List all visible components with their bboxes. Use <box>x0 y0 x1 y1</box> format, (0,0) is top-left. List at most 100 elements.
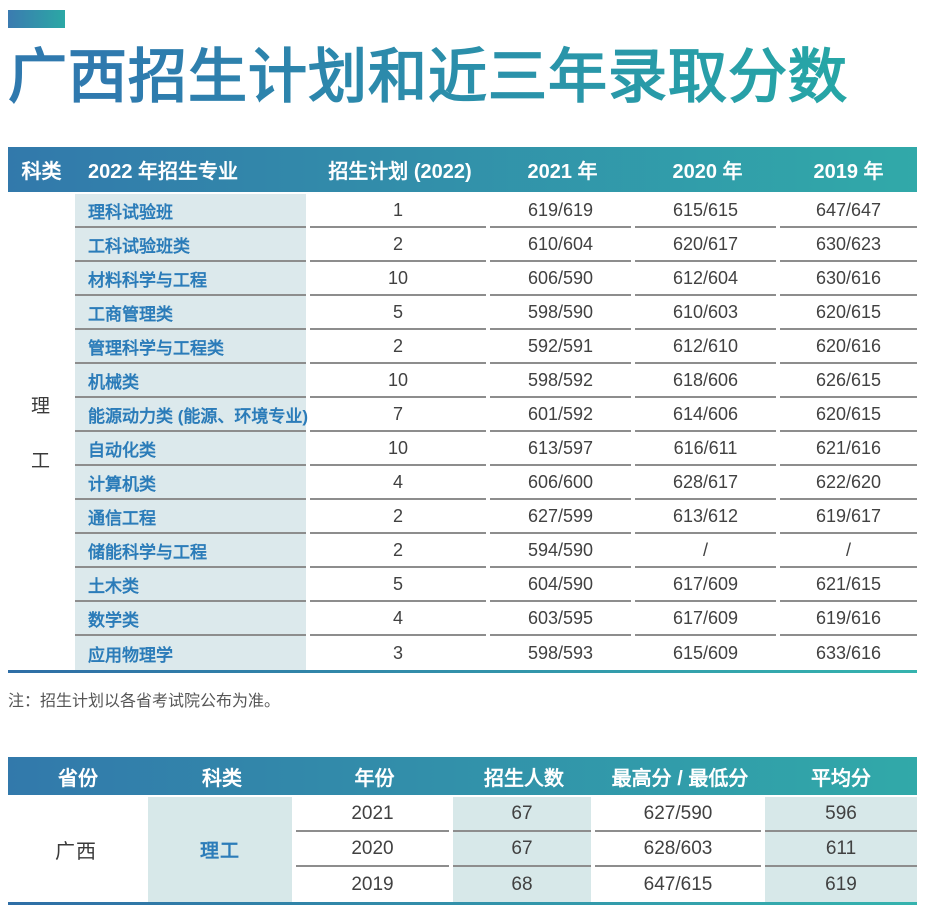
score-2020-cell: 612/604 <box>635 262 776 297</box>
table2-header-province: 省份 <box>58 767 98 790</box>
table2-header-average: 平均分 <box>811 767 871 790</box>
average-cell: 611 <box>765 832 917 868</box>
table2-header-year: 年份 <box>354 767 395 790</box>
table2-header-count: 招生人数 <box>484 767 564 790</box>
score-2021-cell: 613/597 <box>490 432 631 467</box>
table2-header-range: 最高分 / 最低分 <box>611 767 749 790</box>
average-cell: 596 <box>765 797 917 833</box>
plan-cell: 10 <box>310 432 486 467</box>
table1-header-row: 科类 2022 年招生专业 招生计划 (2022) 2021 年 2020 年 … <box>8 147 917 193</box>
score-2019-cell: 621/616 <box>780 432 917 467</box>
table2-body: 广西 理工 2021 67 627/590 596 2020 67 628/60… <box>8 797 917 903</box>
page-title: 广西招生计划和近三年录取分数 <box>8 44 925 110</box>
table1-bottom-border <box>8 670 917 674</box>
major-cell: 计算机类 <box>75 466 306 501</box>
table-row: 理科试验班 1 619/619 615/615 647/647 <box>75 194 917 229</box>
table-row: 材料科学与工程 10 606/590 612/604 630/616 <box>75 262 917 297</box>
table1-header-2019: 2019 年 <box>813 161 884 184</box>
plan-cell: 2 <box>310 228 486 263</box>
table1-body: 理 工 理科试验班 1 619/619 615/615 647/647 工科试验… <box>8 194 917 671</box>
score-2020-cell: 616/611 <box>635 432 776 467</box>
year-cell: 2021 <box>296 797 449 833</box>
table-row: 工商管理类 5 598/590 610/603 620/615 <box>75 296 917 331</box>
score-2021-cell: 598/592 <box>490 364 631 399</box>
score-2019-cell: 621/615 <box>780 568 917 603</box>
category-char: 理 <box>30 396 52 418</box>
score-2019-cell: 620/616 <box>780 330 917 365</box>
table-row: 计算机类 4 606/600 628/617 622/620 <box>75 466 917 501</box>
footnote: 注：招生计划以各省考试院公布为准。 <box>8 693 281 711</box>
major-cell: 机械类 <box>75 364 306 399</box>
major-cell: 通信工程 <box>75 500 306 535</box>
plan-cell: 7 <box>310 398 486 433</box>
table-row: 2020 67 628/603 611 <box>296 832 917 868</box>
table-row: 通信工程 2 627/599 613/612 619/617 <box>75 500 917 535</box>
count-cell: 67 <box>453 832 591 868</box>
table-row: 管理科学与工程类 2 592/591 612/610 620/616 <box>75 330 917 365</box>
major-cell: 工科试验班类 <box>75 228 306 263</box>
average-cell: 619 <box>765 867 917 903</box>
province-merged-cell: 广西 <box>55 841 97 864</box>
score-2019-cell: 620/615 <box>780 296 917 331</box>
plan-cell: 10 <box>310 364 486 399</box>
table2-bottom-border <box>8 902 917 906</box>
year-cell: 2019 <box>351 873 394 895</box>
score-2019-cell: 633/616 <box>815 642 882 663</box>
score-2021-cell: 594/590 <box>490 534 631 569</box>
score-2019-cell: / <box>780 534 917 569</box>
page: 广西招生计划和近三年录取分数 科类 2022 年招生专业 招生计划 (2022)… <box>0 10 925 921</box>
plan-cell: 2 <box>310 500 486 535</box>
major-cell: 应用物理学 <box>75 636 306 671</box>
major-cell: 材料科学与工程 <box>75 262 306 297</box>
table1-header-major: 2022 年招生专业 <box>88 161 239 184</box>
score-2020-cell: / <box>635 534 776 569</box>
score-2021-cell: 610/604 <box>490 228 631 263</box>
table-row: 数学类 4 603/595 617/609 619/616 <box>75 602 917 637</box>
range-cell: 647/615 <box>643 873 713 895</box>
table-row: 应用物理学 3 598/593 615/609 633/616 <box>75 636 917 671</box>
score-2019-cell: 630/623 <box>780 228 917 263</box>
major-cell: 管理科学与工程类 <box>75 330 306 365</box>
table-row: 工科试验班类 2 610/604 620/617 630/623 <box>75 228 917 263</box>
plan-cell: 4 <box>310 602 486 637</box>
score-2019-cell: 620/615 <box>780 398 917 433</box>
score-2019-cell: 647/647 <box>780 194 917 229</box>
plan-cell: 2 <box>310 534 486 569</box>
category-merged-cell: 理工 <box>148 797 292 903</box>
table1-header-category: 科类 <box>21 161 62 184</box>
score-2021-cell: 606/600 <box>490 466 631 501</box>
major-cell: 工商管理类 <box>75 296 306 331</box>
count-cell: 67 <box>453 797 591 833</box>
table-row: 土木类 5 604/590 617/609 621/615 <box>75 568 917 603</box>
table2-header-category: 科类 <box>202 767 242 790</box>
province-history-table: 省份 科类 年份 招生人数 最高分 / 最低分 平均分 广西 理工 2021 6… <box>8 757 917 906</box>
range-cell: 628/603 <box>595 832 761 868</box>
major-cell: 能源动力类 (能源、环境专业) <box>75 398 308 433</box>
plan-cell: 1 <box>310 194 486 229</box>
table1-header-2020: 2020 年 <box>672 161 743 184</box>
plan-cell: 3 <box>392 642 403 663</box>
table-row: 自动化类 10 613/597 616/611 621/616 <box>75 432 917 467</box>
score-2021-cell: 627/599 <box>490 500 631 535</box>
title-accent-badge <box>8 10 65 28</box>
table1-header-2021: 2021 年 <box>527 161 598 184</box>
table1-header-plan: 招生计划 (2022) <box>328 161 472 184</box>
score-2020-cell: 617/609 <box>635 602 776 637</box>
score-2020-cell: 617/609 <box>635 568 776 603</box>
major-cell: 理科试验班 <box>75 194 306 229</box>
table-row: 2019 68 647/615 619 <box>296 867 917 903</box>
score-2020-cell: 614/606 <box>635 398 776 433</box>
score-2020-cell: 615/615 <box>635 194 776 229</box>
plan-cell: 5 <box>310 568 486 603</box>
score-2020-cell: 610/603 <box>635 296 776 331</box>
score-2021-cell: 619/619 <box>490 194 631 229</box>
major-cell: 储能科学与工程 <box>75 534 306 569</box>
range-cell: 627/590 <box>595 797 761 833</box>
count-cell: 68 <box>453 867 591 903</box>
table-row: 2021 67 627/590 596 <box>296 797 917 833</box>
score-2021-cell: 606/590 <box>490 262 631 297</box>
table2-rows: 2021 67 627/590 596 2020 67 628/603 611 … <box>296 797 917 903</box>
plan-cell: 10 <box>310 262 486 297</box>
enrollment-plan-table: 科类 2022 年招生专业 招生计划 (2022) 2021 年 2020 年 … <box>8 147 917 674</box>
category-char: 工 <box>30 451 52 473</box>
